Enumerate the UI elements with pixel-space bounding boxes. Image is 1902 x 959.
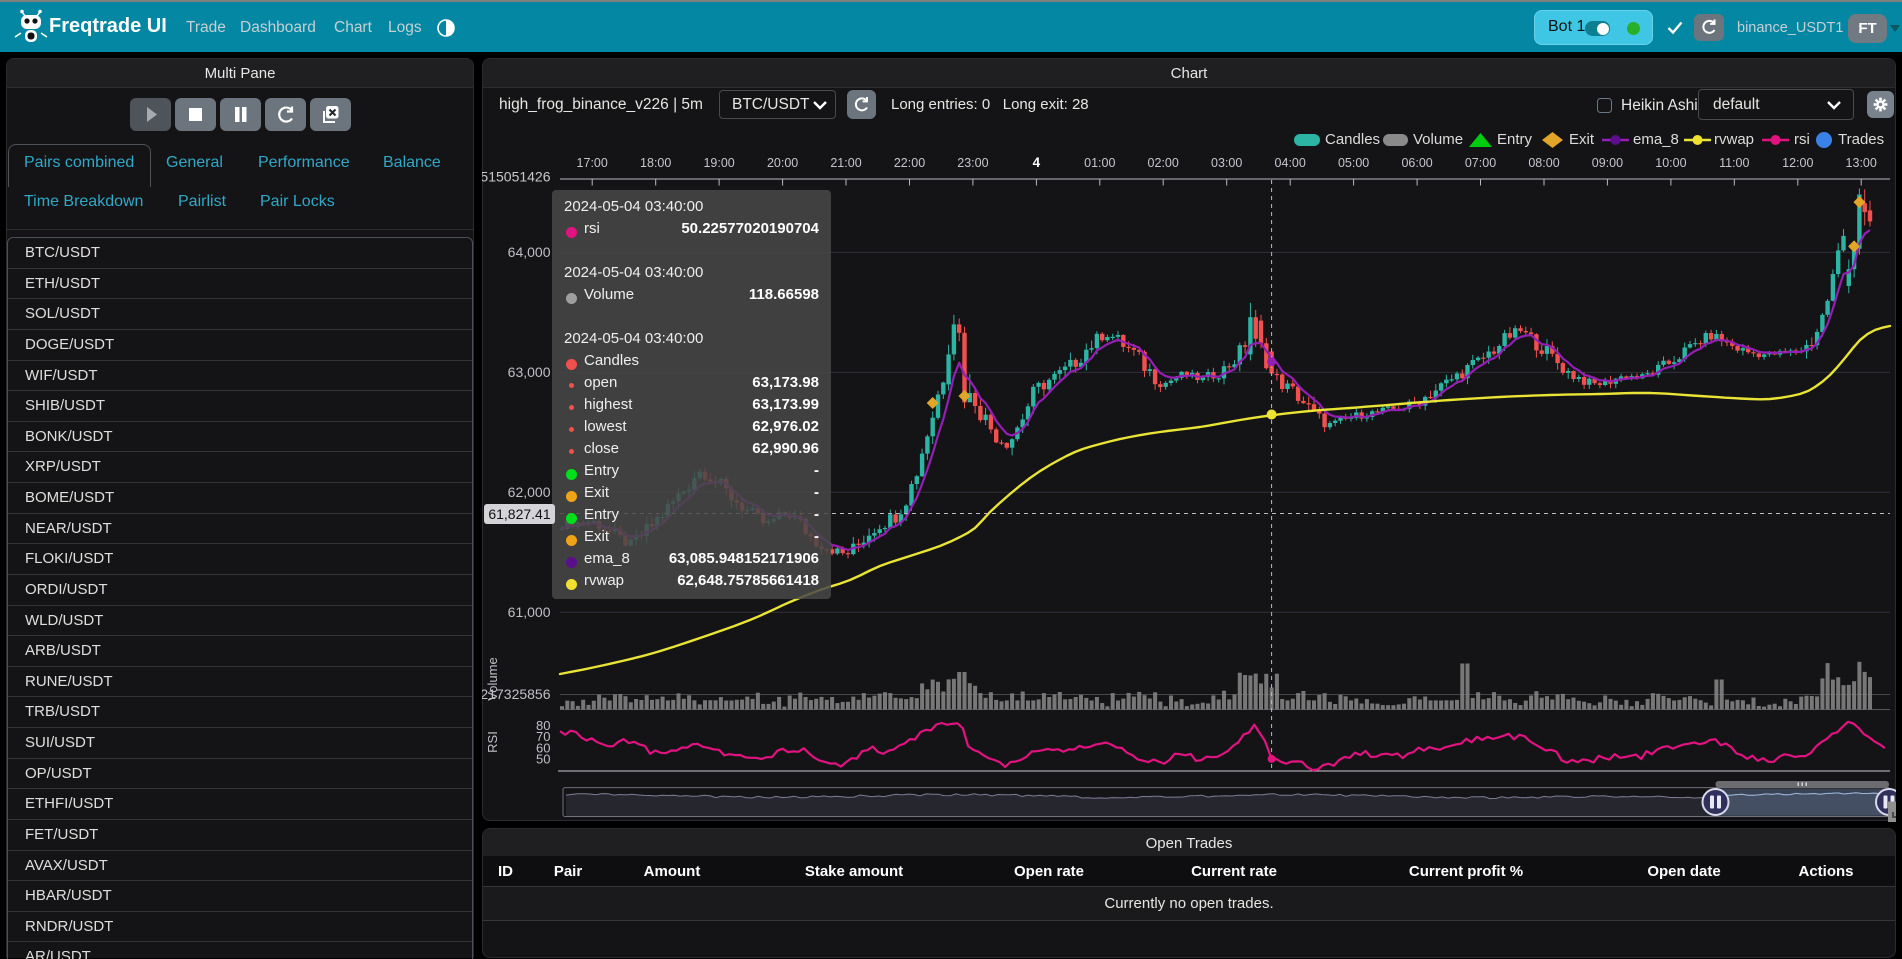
svg-text:13:00: 13:00 — [1846, 156, 1877, 170]
svg-text:02:00: 02:00 — [1148, 156, 1179, 170]
svg-text:21:00: 21:00 — [830, 156, 861, 170]
svg-text:62,000: 62,000 — [508, 484, 551, 500]
svg-text:19:00: 19:00 — [703, 156, 734, 170]
svg-text:80: 80 — [536, 718, 550, 733]
svg-text:05:00: 05:00 — [1338, 156, 1369, 170]
svg-text:10:00: 10:00 — [1655, 156, 1686, 170]
svg-text:18:00: 18:00 — [640, 156, 671, 170]
svg-text:RSI: RSI — [485, 731, 500, 753]
svg-text:60: 60 — [536, 740, 550, 755]
svg-text:50: 50 — [536, 752, 550, 767]
svg-text:70: 70 — [536, 729, 550, 744]
svg-text:01:00: 01:00 — [1084, 156, 1115, 170]
svg-text:03:00: 03:00 — [1211, 156, 1242, 170]
svg-text:61,000: 61,000 — [508, 604, 551, 620]
svg-text:11:00: 11:00 — [1719, 156, 1749, 170]
svg-text:20:00: 20:00 — [767, 156, 798, 170]
svg-text:09:00: 09:00 — [1592, 156, 1623, 170]
svg-text:63,000: 63,000 — [508, 364, 551, 380]
svg-text:515051426: 515051426 — [482, 169, 551, 185]
svg-text:04:00: 04:00 — [1275, 156, 1306, 170]
svg-text:17:00: 17:00 — [577, 156, 608, 170]
svg-text:23:00: 23:00 — [957, 156, 988, 170]
svg-text:12:00: 12:00 — [1782, 156, 1813, 170]
svg-text:64,000: 64,000 — [508, 244, 551, 260]
svg-text:4: 4 — [1033, 155, 1041, 170]
svg-text:Volume: Volume — [485, 657, 500, 700]
svg-text:22:00: 22:00 — [894, 156, 925, 170]
svg-text:06:00: 06:00 — [1401, 156, 1432, 170]
svg-text:07:00: 07:00 — [1465, 156, 1496, 170]
svg-text:217325856: 217325856 — [482, 686, 551, 702]
svg-text:08:00: 08:00 — [1528, 156, 1559, 170]
